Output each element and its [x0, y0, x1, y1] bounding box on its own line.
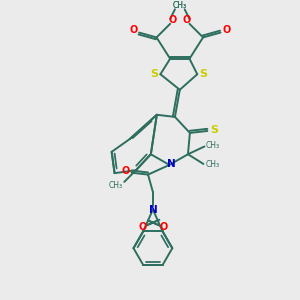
- Text: O: O: [169, 15, 177, 25]
- Text: CH₃: CH₃: [206, 141, 220, 150]
- Text: CH₃: CH₃: [109, 181, 123, 190]
- Text: O: O: [182, 15, 191, 25]
- Text: S: S: [210, 125, 218, 135]
- Text: O: O: [222, 25, 230, 35]
- Text: N: N: [148, 205, 157, 214]
- Text: CH₃: CH₃: [205, 160, 219, 169]
- Text: S: S: [199, 69, 207, 79]
- Text: O: O: [159, 222, 167, 232]
- Text: O: O: [122, 166, 130, 176]
- Text: N: N: [167, 159, 176, 169]
- Text: O: O: [129, 25, 137, 35]
- Text: O: O: [139, 222, 147, 232]
- Text: CH₃: CH₃: [173, 1, 187, 10]
- Text: S: S: [151, 69, 159, 79]
- Text: CH₃: CH₃: [173, 1, 187, 10]
